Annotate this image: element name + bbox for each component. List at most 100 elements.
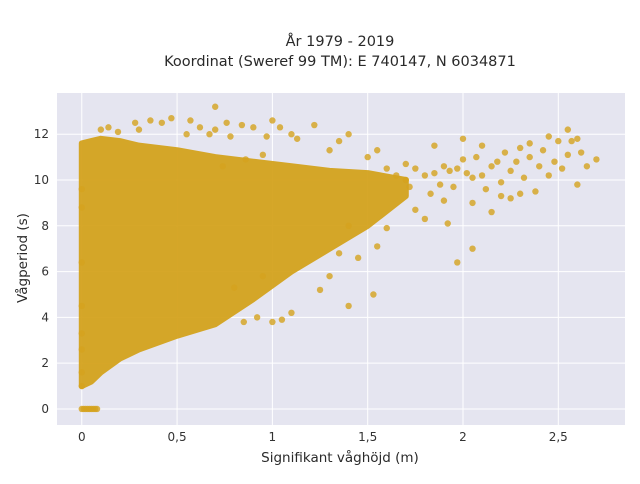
data-point	[406, 183, 413, 191]
data-points	[78, 103, 600, 413]
data-point	[370, 291, 377, 298]
data-point	[227, 133, 234, 140]
data-point	[526, 140, 533, 147]
data-point	[459, 135, 467, 142]
data-point	[345, 131, 352, 138]
data-point	[364, 153, 371, 161]
data-point	[402, 160, 410, 168]
data-point	[536, 163, 543, 170]
data-point	[478, 172, 486, 179]
data-point	[444, 220, 451, 227]
data-point	[431, 142, 438, 149]
data-point	[507, 195, 514, 202]
data-point	[311, 121, 318, 129]
x-tick-label: 0	[78, 430, 86, 444]
data-point	[412, 165, 419, 172]
data-point	[374, 147, 381, 154]
data-point	[473, 153, 480, 161]
data-point	[440, 163, 448, 170]
data-point	[105, 124, 112, 131]
data-point	[250, 124, 257, 131]
data-point	[564, 126, 572, 133]
data-point	[497, 192, 505, 200]
data-point	[497, 179, 505, 186]
data-point	[469, 245, 476, 252]
data-point	[469, 174, 476, 181]
data-point	[494, 158, 501, 165]
data-point	[206, 131, 213, 138]
data-point	[293, 135, 301, 142]
data-point	[278, 316, 286, 323]
y-tick-label: 6	[41, 265, 49, 279]
data-point	[383, 224, 390, 232]
y-tick-label: 8	[41, 219, 49, 233]
data-point	[187, 117, 194, 124]
data-point	[259, 272, 267, 280]
y-tick-label: 4	[41, 310, 49, 324]
data-point	[259, 151, 267, 159]
data-point	[516, 144, 524, 152]
data-point	[212, 103, 219, 110]
data-point	[574, 181, 581, 188]
data-point	[374, 243, 381, 250]
data-point	[454, 165, 461, 172]
data-point	[78, 259, 85, 266]
data-point	[253, 314, 261, 321]
y-tick-label: 0	[41, 402, 49, 416]
data-point	[568, 137, 575, 145]
y-tick-label: 10	[34, 173, 49, 187]
data-point	[482, 185, 490, 193]
data-point	[345, 222, 352, 229]
data-point	[577, 149, 585, 156]
data-point	[231, 284, 238, 291]
data-point	[558, 165, 566, 172]
data-point	[263, 133, 270, 140]
data-point	[114, 128, 122, 136]
data-point	[131, 119, 139, 126]
chart-title-line-2: Koordinat (Sweref 99 TM): E 740147, N 60…	[164, 54, 516, 70]
data-point	[545, 172, 552, 179]
data-point	[135, 126, 143, 133]
data-point	[269, 318, 276, 326]
data-point	[276, 124, 284, 131]
data-point	[393, 172, 400, 179]
data-point	[555, 137, 562, 145]
data-point	[446, 167, 453, 175]
data-point	[158, 119, 166, 126]
data-point	[78, 346, 85, 353]
data-point	[516, 190, 524, 197]
data-point	[326, 272, 333, 280]
data-point	[427, 190, 434, 197]
data-point	[78, 330, 85, 337]
data-point	[238, 121, 246, 129]
dense-point-cloud	[78, 135, 409, 390]
data-point	[463, 169, 470, 177]
x-tick-label: 1	[269, 430, 277, 444]
data-point	[450, 183, 457, 191]
data-point	[488, 208, 495, 216]
data-point	[488, 163, 495, 170]
data-point	[520, 174, 528, 181]
data-point	[219, 163, 227, 170]
data-point	[478, 142, 486, 149]
data-point	[564, 151, 572, 159]
data-point	[345, 302, 352, 310]
data-point	[212, 126, 219, 133]
data-point	[78, 204, 85, 211]
data-point	[539, 147, 547, 154]
data-point	[507, 167, 514, 175]
data-point	[78, 302, 85, 310]
data-point	[469, 199, 476, 207]
data-point	[93, 405, 101, 413]
data-point	[551, 158, 558, 165]
data-point	[97, 126, 105, 133]
data-point	[513, 158, 520, 165]
data-point	[326, 147, 333, 154]
data-point	[412, 206, 419, 213]
data-point	[383, 165, 390, 172]
data-point	[316, 286, 324, 294]
data-point	[269, 117, 276, 124]
data-point	[288, 131, 295, 138]
data-point	[526, 153, 533, 161]
